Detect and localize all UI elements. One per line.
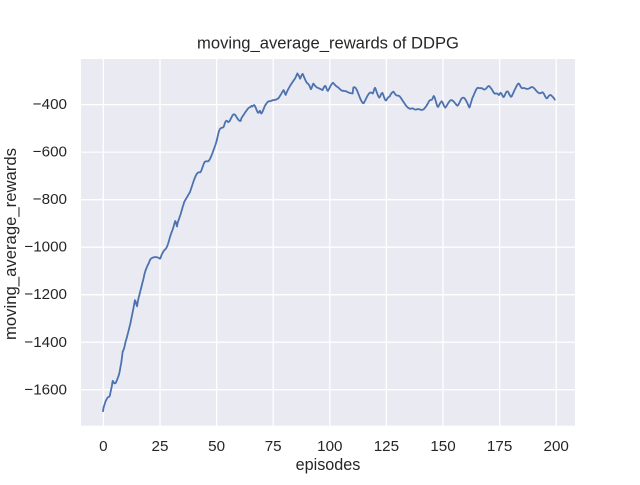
svg-text:−400: −400: [33, 96, 67, 113]
svg-text:125: 125: [374, 438, 399, 455]
svg-text:−1200: −1200: [24, 286, 67, 303]
svg-text:100: 100: [317, 438, 342, 455]
svg-text:moving_average_rewards of DDPG: moving_average_rewards of DDPG: [197, 34, 459, 53]
svg-text:25: 25: [152, 438, 169, 455]
svg-text:175: 175: [487, 438, 512, 455]
svg-text:75: 75: [265, 438, 282, 455]
svg-text:moving_average_rewards: moving_average_rewards: [1, 148, 20, 340]
svg-text:150: 150: [430, 438, 455, 455]
svg-text:50: 50: [208, 438, 225, 455]
svg-text:200: 200: [544, 438, 569, 455]
svg-text:−1600: −1600: [24, 381, 67, 398]
svg-text:episodes: episodes: [296, 456, 361, 474]
svg-text:0: 0: [99, 438, 107, 455]
svg-text:−600: −600: [33, 144, 67, 161]
svg-text:−1000: −1000: [24, 239, 67, 256]
svg-text:−1400: −1400: [24, 334, 67, 351]
svg-text:−800: −800: [33, 191, 67, 208]
